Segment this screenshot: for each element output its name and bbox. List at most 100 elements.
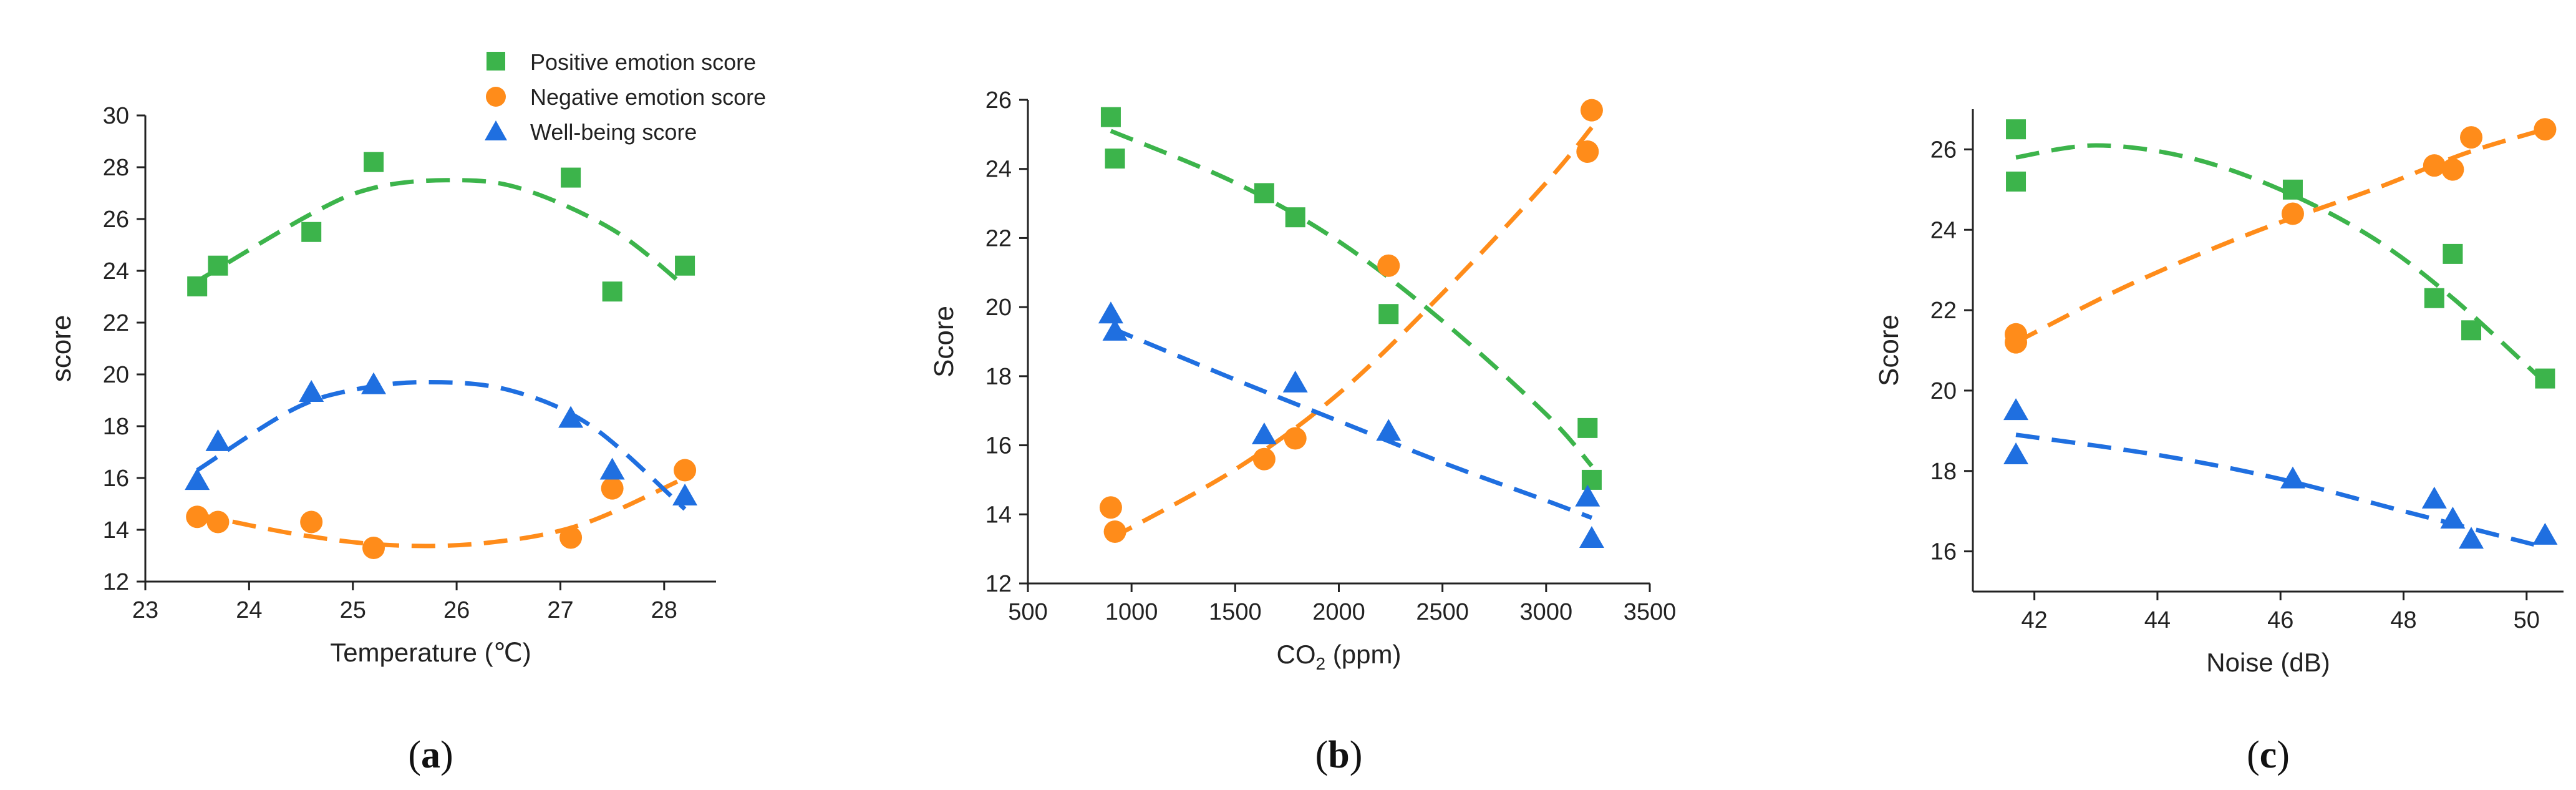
y-tick-label: 22	[1930, 298, 1957, 324]
panel-label-close: )	[2277, 734, 2290, 776]
y-axis-label: Score	[929, 306, 959, 378]
panel-label-open: (	[1315, 734, 1329, 776]
data-point-neg	[559, 526, 583, 549]
y-tick-label: 20	[1930, 378, 1957, 404]
x-tick-label: 3500	[1624, 599, 1677, 625]
data-point-pos	[1105, 149, 1125, 169]
y-tick-label: 26	[1930, 137, 1957, 163]
data-point-neg	[1252, 447, 1276, 471]
fit-curve-pos	[196, 178, 687, 288]
data-point-neg	[1284, 427, 1307, 450]
y-tick-label: 22	[103, 310, 129, 336]
data-point-wb	[1579, 526, 1604, 549]
x-tick-label: 26	[443, 597, 470, 623]
legend-label-wellbeing: Well-being score	[530, 119, 697, 145]
data-point-neg	[2441, 158, 2464, 181]
panel-label-letter: b	[1328, 734, 1349, 776]
data-point-neg	[674, 459, 697, 482]
data-point-wb	[1098, 301, 1123, 324]
x-tick-label: 44	[2144, 607, 2171, 633]
data-point-wb	[1376, 419, 1402, 441]
x-tick-label: 46	[2267, 607, 2293, 633]
x-tick-label: 500	[1008, 599, 1047, 625]
data-point-pos	[301, 222, 322, 242]
x-tick-label: 48	[2390, 607, 2416, 633]
chart-panel-a: 23 24 25 26 27 28 12 14 16 18 20 22 24 26 28 30 Temperat…	[46, 103, 716, 776]
chart-panel-c: 42 44 46 48 50 16 18 20 22 24 26 Noise (dB) Score (c)	[1874, 109, 2564, 776]
data-point-wb	[599, 457, 625, 480]
data-point-pos	[364, 152, 384, 172]
y-tick-label: 24	[985, 157, 1012, 183]
data-point-wb	[558, 406, 584, 428]
y-tick-label: 20	[985, 295, 1012, 321]
panel-label: (b)	[1315, 734, 1363, 776]
data-point-wb	[2459, 527, 2484, 549]
x-tick-label: 1000	[1105, 599, 1158, 625]
x-tick-label: 3000	[1520, 599, 1573, 625]
data-point-wb	[2280, 466, 2305, 489]
data-point-pos	[2461, 320, 2482, 341]
panel-label: (c)	[2247, 734, 2290, 776]
data-point-wb	[361, 372, 386, 394]
data-point-pos	[1577, 417, 1598, 438]
x-axis-label-unit: (ppm)	[1325, 640, 1401, 669]
data-point-pos	[1378, 304, 1399, 324]
panel-label-open: (	[2247, 734, 2260, 776]
fit-curve-wb	[1110, 326, 1593, 520]
y-tick-label: 16	[103, 466, 129, 492]
data-point-wb	[2003, 442, 2029, 464]
x-tick-label: 27	[547, 597, 573, 623]
data-point-wb	[1251, 422, 1277, 444]
data-point-neg	[2460, 126, 2483, 149]
legend-marker-wellbeing	[485, 120, 507, 140]
y-tick-label: 24	[1930, 217, 1957, 243]
data-point-pos	[2535, 368, 2555, 389]
x-tick-label: 2500	[1416, 599, 1469, 625]
data-point-wb	[2532, 522, 2558, 545]
data-point-pos	[1581, 469, 1602, 490]
legend-label-positive: Positive emotion score	[530, 49, 756, 75]
legend-label-negative: Negative emotion score	[530, 84, 766, 110]
data-point-wb	[185, 468, 210, 490]
data-point-wb	[2440, 507, 2466, 529]
y-tick-label: 16	[985, 433, 1012, 459]
y-tick-label: 26	[103, 207, 129, 233]
x-axis-label-subscript: 2	[1316, 654, 1326, 673]
data-point-pos	[1254, 183, 1274, 203]
y-axis-label: Score	[1874, 315, 1904, 386]
panel-label-open: (	[408, 734, 421, 776]
fit-curve-wb	[196, 379, 687, 511]
x-axis-label: Noise (dB)	[2206, 648, 2330, 677]
data-point-pos	[2006, 171, 2026, 192]
y-tick-label: 12	[103, 569, 129, 595]
y-tick-label: 22	[985, 225, 1012, 251]
data-point-neg	[2005, 331, 2028, 354]
y-axis-label: score	[46, 315, 77, 383]
fit-curve-neg	[2015, 127, 2546, 344]
y-tick-label: 18	[1930, 459, 1957, 485]
x-tick-label: 1500	[1209, 599, 1262, 625]
data-point-pos	[1285, 207, 1305, 228]
data-point-pos	[2282, 179, 2303, 200]
y-tick-label: 12	[985, 571, 1012, 597]
x-tick-label: 2000	[1312, 599, 1365, 625]
panel-label: (a)	[408, 734, 453, 776]
fit-curve-neg	[1110, 126, 1594, 541]
y-tick-label: 20	[103, 362, 129, 388]
x-tick-label: 25	[340, 597, 366, 623]
data-point-wb	[1102, 318, 1128, 341]
fit-curve-pos	[1110, 129, 1594, 468]
data-point-neg	[362, 537, 385, 560]
data-point-neg	[206, 510, 230, 534]
y-tick-label: 30	[103, 103, 129, 129]
data-point-pos	[561, 167, 581, 188]
data-point-wb	[299, 380, 324, 402]
data-point-neg	[1099, 496, 1122, 519]
fit-curve-wb	[2015, 432, 2546, 550]
y-tick-label: 28	[103, 155, 129, 181]
legend-marker-positive	[487, 52, 505, 71]
fit-curve-pos	[2015, 143, 2547, 384]
x-tick-label: 28	[651, 597, 677, 623]
data-point-neg	[1377, 254, 1400, 277]
